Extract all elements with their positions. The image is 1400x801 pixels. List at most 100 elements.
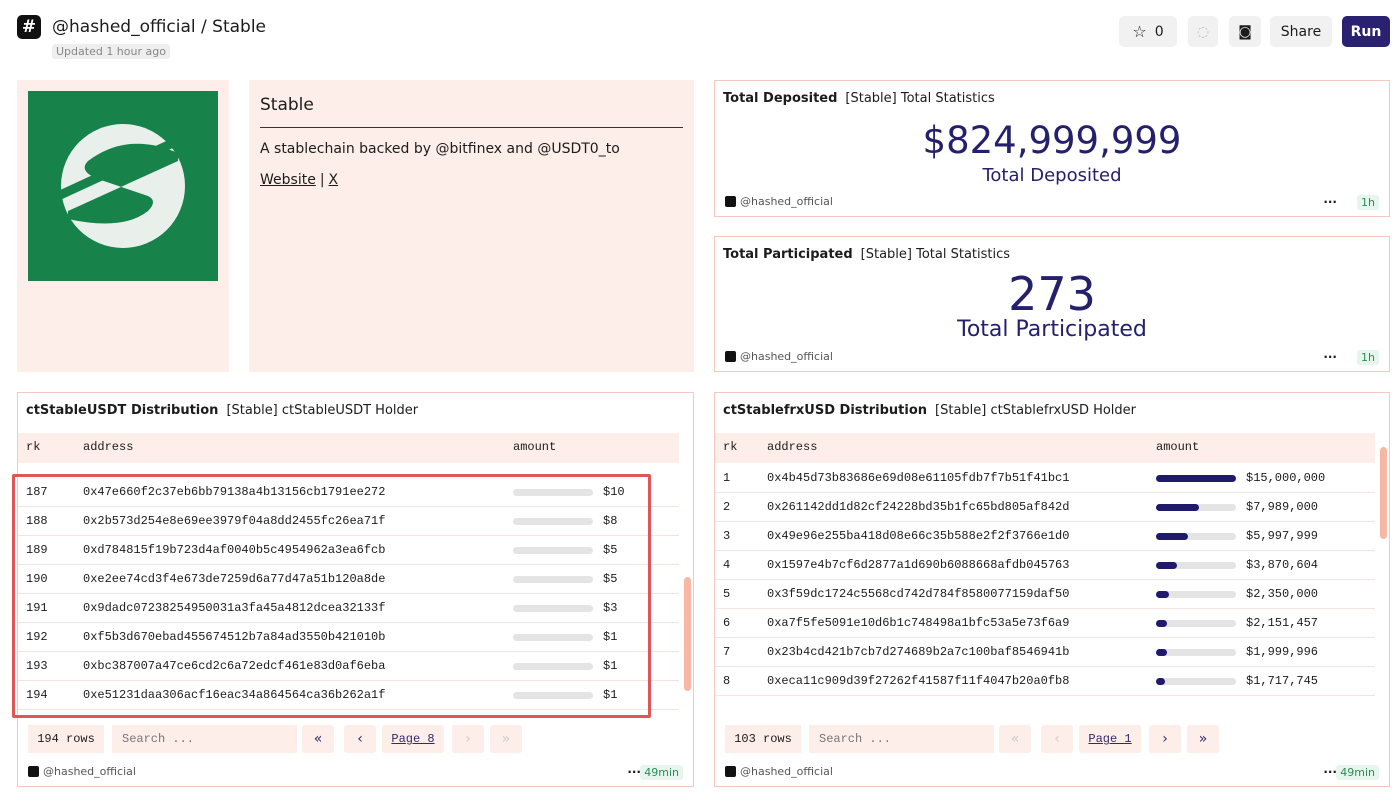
page-indicator[interactable]: Page 8 bbox=[382, 725, 444, 753]
page-nav[interactable]: » bbox=[490, 725, 522, 753]
widget-name: Total Deposited bbox=[723, 91, 838, 106]
highlight-box bbox=[12, 474, 651, 718]
amount-bar bbox=[1156, 620, 1168, 627]
owner-name: @hashed_official bbox=[740, 765, 833, 778]
page-nav[interactable]: « bbox=[302, 725, 334, 753]
table-panel: ctStablefrxUSD Distribution [Stable] ctSt… bbox=[714, 392, 1390, 787]
age: 1h bbox=[1357, 195, 1379, 210]
website-link[interactable]: Website bbox=[260, 172, 316, 188]
screenshot-button[interactable]: ◙ bbox=[1229, 16, 1261, 47]
widget-name: ctStablefrxUSD Distribution bbox=[723, 403, 928, 418]
row-separator bbox=[18, 651, 679, 652]
owner-name: @hashed_official bbox=[740, 195, 833, 208]
row-count: 194 rows bbox=[28, 725, 104, 753]
owner-name: @hashed_official bbox=[43, 765, 136, 778]
bar-track bbox=[1156, 620, 1236, 627]
cell-address: 0x4b45d73b83686e69d08e61105fdb7f7b51f41b… bbox=[767, 471, 1070, 485]
cell-address: 0xf5b3d670ebad455674512b7a84ad3550b42101… bbox=[83, 630, 386, 644]
search-input[interactable]: Search ... bbox=[809, 725, 994, 753]
column-header[interactable]: rk bbox=[723, 440, 738, 454]
search-input[interactable]: Search ... bbox=[112, 725, 297, 753]
row-separator bbox=[18, 593, 679, 594]
divider bbox=[260, 127, 683, 128]
cell-amount: $3,870,604 bbox=[1246, 558, 1319, 572]
owner: @hashed_official bbox=[725, 350, 833, 363]
menu[interactable]: ··· bbox=[1323, 195, 1337, 209]
cell-rk: 2 bbox=[723, 500, 731, 514]
cell-amount: $1 bbox=[603, 688, 618, 702]
query-name: [Stable] Total Statistics bbox=[860, 247, 1011, 262]
x-link[interactable]: X bbox=[328, 172, 339, 188]
github-button[interactable]: ◌ bbox=[1188, 16, 1218, 47]
cell-amount: $1 bbox=[603, 630, 618, 644]
table-panel: ctStableUSDT Distribution [Stable] ctStab… bbox=[17, 392, 694, 787]
cell-amount: $1,999,996 bbox=[1246, 645, 1319, 659]
page-indicator[interactable]: Page 1 bbox=[1079, 725, 1141, 753]
image-panel bbox=[17, 80, 229, 372]
share-button[interactable]: Share bbox=[1270, 16, 1332, 47]
bar-track bbox=[1156, 649, 1236, 656]
cell-address: 0x9dadc07238254950031a3fa45a4812dcea3213… bbox=[83, 601, 386, 615]
column-header[interactable]: amount bbox=[1156, 440, 1200, 454]
column-header[interactable]: address bbox=[83, 440, 134, 454]
amount-bar bbox=[1156, 678, 1166, 685]
page-nav[interactable]: ‹ bbox=[344, 725, 376, 753]
table-header bbox=[715, 433, 1375, 463]
cell-amount: $1 bbox=[603, 659, 618, 673]
query-name: [Stable] Total Statistics bbox=[845, 91, 995, 106]
bar-track bbox=[1156, 562, 1236, 569]
about-title: Stable bbox=[260, 95, 314, 115]
query-name: [Stable] ctStableUSDT Holder bbox=[226, 403, 419, 418]
cell-rk: 190 bbox=[26, 572, 48, 586]
bar-track bbox=[513, 663, 593, 670]
owner-name: @hashed_official bbox=[740, 350, 833, 363]
run-button[interactable]: Run bbox=[1342, 16, 1390, 47]
bar-track bbox=[1156, 591, 1236, 598]
cell-address: 0x1597e4b7cf6d2877a1d690b6088668afdb0457… bbox=[767, 558, 1070, 572]
age: 49min bbox=[640, 765, 683, 780]
page-nav[interactable]: » bbox=[1187, 725, 1219, 753]
page-nav[interactable]: › bbox=[452, 725, 484, 753]
cell-address: 0xd784815f19b723d4af0040b5c4954962a3ea6f… bbox=[83, 543, 386, 557]
menu[interactable]: ··· bbox=[1323, 765, 1337, 779]
page-nav[interactable]: « bbox=[999, 725, 1031, 753]
cell-amount: $15,000,000 bbox=[1246, 471, 1326, 485]
page-nav[interactable]: ‹ bbox=[1041, 725, 1073, 753]
column-header[interactable]: amount bbox=[513, 440, 557, 454]
panel-title: ctStablefrxUSD Distribution [Stable] ctSt… bbox=[723, 403, 1136, 418]
row-separator bbox=[18, 709, 679, 710]
cell-amount: $5,997,999 bbox=[1246, 529, 1319, 543]
bar-track bbox=[1156, 678, 1236, 685]
stable-logo bbox=[28, 91, 218, 281]
cell-rk: 4 bbox=[723, 558, 731, 572]
bar-track bbox=[513, 518, 593, 525]
age: 1h bbox=[1357, 350, 1379, 365]
owner: @hashed_official bbox=[725, 195, 833, 208]
logo[interactable]: # bbox=[17, 15, 41, 39]
menu[interactable]: ··· bbox=[1323, 350, 1337, 364]
row-separator bbox=[18, 506, 679, 507]
row-separator bbox=[715, 550, 1375, 551]
page-nav[interactable]: › bbox=[1149, 725, 1181, 753]
counter-value: 273 bbox=[1008, 267, 1096, 321]
amount-bar bbox=[1156, 475, 1236, 482]
updated: Updated 1 hour ago bbox=[52, 44, 170, 59]
row-separator bbox=[715, 637, 1375, 638]
cell-rk: 193 bbox=[26, 659, 48, 673]
cell-address: 0xe2ee74cd3f4e673de7259d6a77d47a51b120a8… bbox=[83, 572, 386, 586]
column-header[interactable]: address bbox=[767, 440, 818, 454]
row-separator bbox=[18, 564, 679, 565]
scroll-thumb[interactable] bbox=[684, 577, 691, 691]
scroll-thumb[interactable] bbox=[1380, 447, 1387, 539]
menu[interactable]: ··· bbox=[627, 765, 641, 779]
owner-icon bbox=[28, 766, 39, 777]
counter-label: Total Participated bbox=[957, 317, 1147, 342]
cell-amount: $1,717,745 bbox=[1246, 674, 1319, 688]
cell-address: 0x23b4cd421b7cb7d274689b2a7c100baf854694… bbox=[767, 645, 1070, 659]
cell-rk: 188 bbox=[26, 514, 48, 528]
column-header[interactable]: rk bbox=[26, 440, 41, 454]
star-button[interactable]: ☆ 0 bbox=[1119, 16, 1177, 47]
bar-track bbox=[513, 692, 593, 699]
widget-name: ctStableUSDT Distribution bbox=[26, 403, 219, 418]
